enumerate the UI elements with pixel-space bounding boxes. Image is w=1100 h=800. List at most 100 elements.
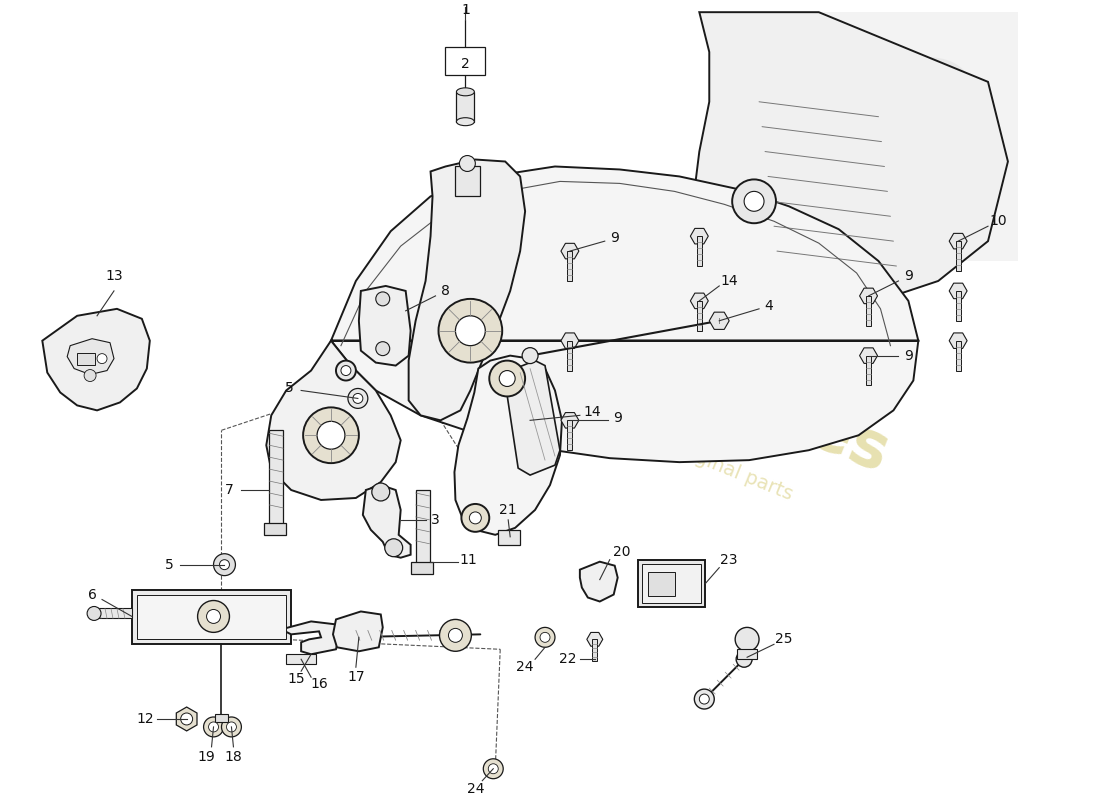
Polygon shape — [691, 229, 708, 244]
Text: 15: 15 — [287, 672, 305, 686]
Polygon shape — [266, 341, 400, 500]
Text: 14: 14 — [720, 274, 738, 288]
Bar — [77, 353, 95, 365]
Text: 11: 11 — [460, 553, 477, 566]
Polygon shape — [42, 309, 150, 410]
Ellipse shape — [456, 118, 474, 126]
Bar — [136, 594, 286, 639]
Text: 8: 8 — [441, 284, 450, 298]
Bar — [132, 590, 292, 644]
Polygon shape — [949, 333, 967, 349]
Polygon shape — [561, 333, 579, 349]
Polygon shape — [691, 293, 708, 309]
Text: 24: 24 — [466, 782, 484, 796]
Bar — [456, 92, 474, 122]
Polygon shape — [568, 341, 572, 370]
Polygon shape — [696, 236, 702, 266]
Polygon shape — [568, 251, 572, 281]
Polygon shape — [949, 283, 967, 298]
Text: 4: 4 — [764, 299, 773, 313]
Text: 21: 21 — [499, 503, 517, 517]
Polygon shape — [949, 234, 967, 249]
Bar — [214, 714, 229, 722]
Polygon shape — [176, 707, 197, 731]
Circle shape — [204, 717, 223, 737]
Circle shape — [490, 361, 525, 397]
Polygon shape — [359, 286, 410, 366]
Circle shape — [499, 370, 515, 386]
Circle shape — [735, 627, 759, 651]
Circle shape — [198, 601, 230, 632]
Text: 18: 18 — [224, 750, 242, 764]
Circle shape — [488, 764, 498, 774]
Polygon shape — [561, 413, 579, 428]
Bar — [737, 650, 757, 659]
Text: 19: 19 — [198, 750, 216, 764]
Circle shape — [483, 758, 503, 778]
Text: 9: 9 — [904, 349, 913, 362]
Circle shape — [317, 422, 345, 449]
Circle shape — [304, 407, 359, 463]
Text: 9: 9 — [614, 411, 623, 426]
Polygon shape — [956, 291, 960, 321]
Text: 10: 10 — [989, 214, 1006, 228]
Circle shape — [455, 316, 485, 346]
Circle shape — [385, 538, 403, 557]
Circle shape — [207, 610, 220, 623]
Polygon shape — [363, 485, 410, 558]
Text: since 1985: since 1985 — [627, 384, 762, 457]
Text: 24: 24 — [516, 660, 534, 674]
Circle shape — [522, 348, 538, 363]
Bar — [410, 562, 432, 574]
Polygon shape — [586, 633, 603, 646]
Polygon shape — [859, 288, 878, 304]
Circle shape — [694, 689, 714, 709]
Polygon shape — [408, 159, 525, 420]
Circle shape — [440, 619, 472, 651]
Circle shape — [736, 651, 752, 667]
Polygon shape — [505, 361, 560, 475]
Bar — [446, 47, 485, 75]
Polygon shape — [331, 166, 918, 462]
Circle shape — [470, 512, 482, 524]
Polygon shape — [67, 338, 114, 374]
Bar — [270, 430, 283, 525]
Circle shape — [84, 370, 96, 382]
Circle shape — [209, 722, 219, 732]
Circle shape — [353, 394, 363, 403]
Circle shape — [376, 342, 389, 356]
Text: 14: 14 — [583, 406, 601, 419]
Circle shape — [744, 191, 764, 211]
Circle shape — [227, 722, 236, 732]
Circle shape — [439, 299, 503, 362]
Bar — [648, 572, 675, 595]
Text: 20: 20 — [613, 545, 630, 558]
Circle shape — [460, 155, 475, 171]
Circle shape — [700, 694, 710, 704]
Circle shape — [540, 632, 550, 642]
Polygon shape — [866, 296, 871, 326]
Polygon shape — [818, 12, 1018, 261]
Circle shape — [220, 560, 230, 570]
Polygon shape — [859, 348, 878, 363]
Polygon shape — [561, 243, 579, 259]
Bar — [286, 654, 316, 664]
Polygon shape — [866, 356, 871, 386]
Polygon shape — [568, 420, 572, 450]
Text: 12: 12 — [136, 712, 154, 726]
Text: 9: 9 — [904, 269, 913, 283]
Polygon shape — [282, 622, 339, 654]
Circle shape — [221, 717, 241, 737]
Polygon shape — [592, 639, 597, 662]
Bar — [455, 166, 481, 196]
Circle shape — [180, 713, 192, 725]
Circle shape — [535, 627, 556, 647]
Bar — [641, 564, 702, 603]
Circle shape — [336, 361, 356, 381]
Text: 9: 9 — [610, 231, 619, 245]
Circle shape — [372, 483, 389, 501]
Circle shape — [213, 554, 235, 576]
Text: eurospares: eurospares — [500, 276, 899, 485]
Bar — [264, 523, 286, 535]
Text: 5: 5 — [285, 382, 294, 395]
